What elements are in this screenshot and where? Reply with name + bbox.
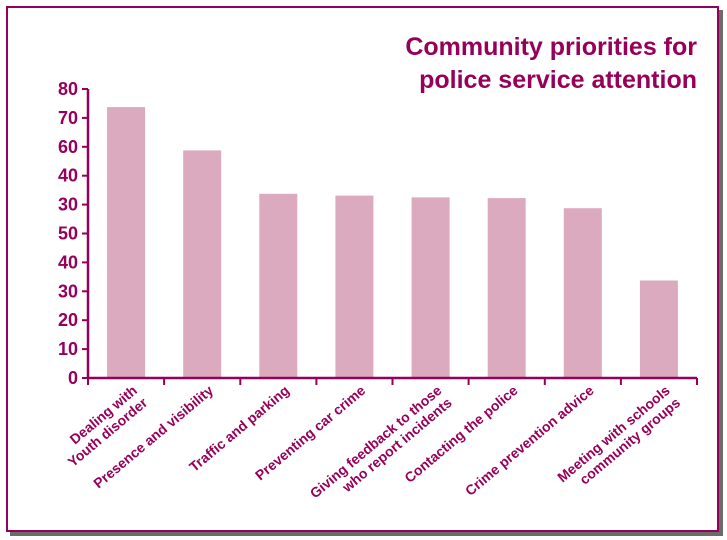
x-tick-label-line: Giving feedback to those — [307, 382, 445, 501]
chart-title: Community priorities for police service … — [405, 33, 697, 94]
y-tick-label: 0 — [68, 368, 78, 388]
chart-title-line-2: police service attention — [419, 66, 697, 94]
x-tick-label: Crime prevention advice — [462, 382, 597, 499]
bar-1 — [107, 107, 146, 378]
y-tick-label: 30 — [58, 281, 78, 301]
y-axis: 0 10 20 30 40 50 30 40 60 70 80 — [58, 79, 90, 388]
y-tick-label: 40 — [58, 252, 78, 272]
chart-title-line-1: Community priorities for — [405, 33, 697, 61]
x-tick-label-line: Crime prevention advice — [462, 382, 597, 499]
bar-3 — [259, 193, 298, 378]
bar-7 — [563, 208, 602, 378]
bar-4 — [335, 195, 374, 378]
bar-6 — [487, 198, 526, 378]
bar-5 — [411, 197, 450, 378]
y-tick-label: 40 — [58, 166, 78, 186]
y-tick-label: 50 — [58, 224, 78, 244]
bars-group — [107, 107, 678, 378]
bar-8 — [639, 280, 678, 378]
bar-2 — [183, 150, 222, 378]
y-tick-label: 60 — [58, 137, 78, 157]
y-tick-label: 10 — [58, 339, 78, 359]
y-tick-label: 80 — [58, 79, 78, 99]
y-tick-label: 20 — [58, 310, 78, 330]
y-tick-label: 70 — [58, 108, 78, 128]
y-tick-label: 30 — [58, 195, 78, 215]
